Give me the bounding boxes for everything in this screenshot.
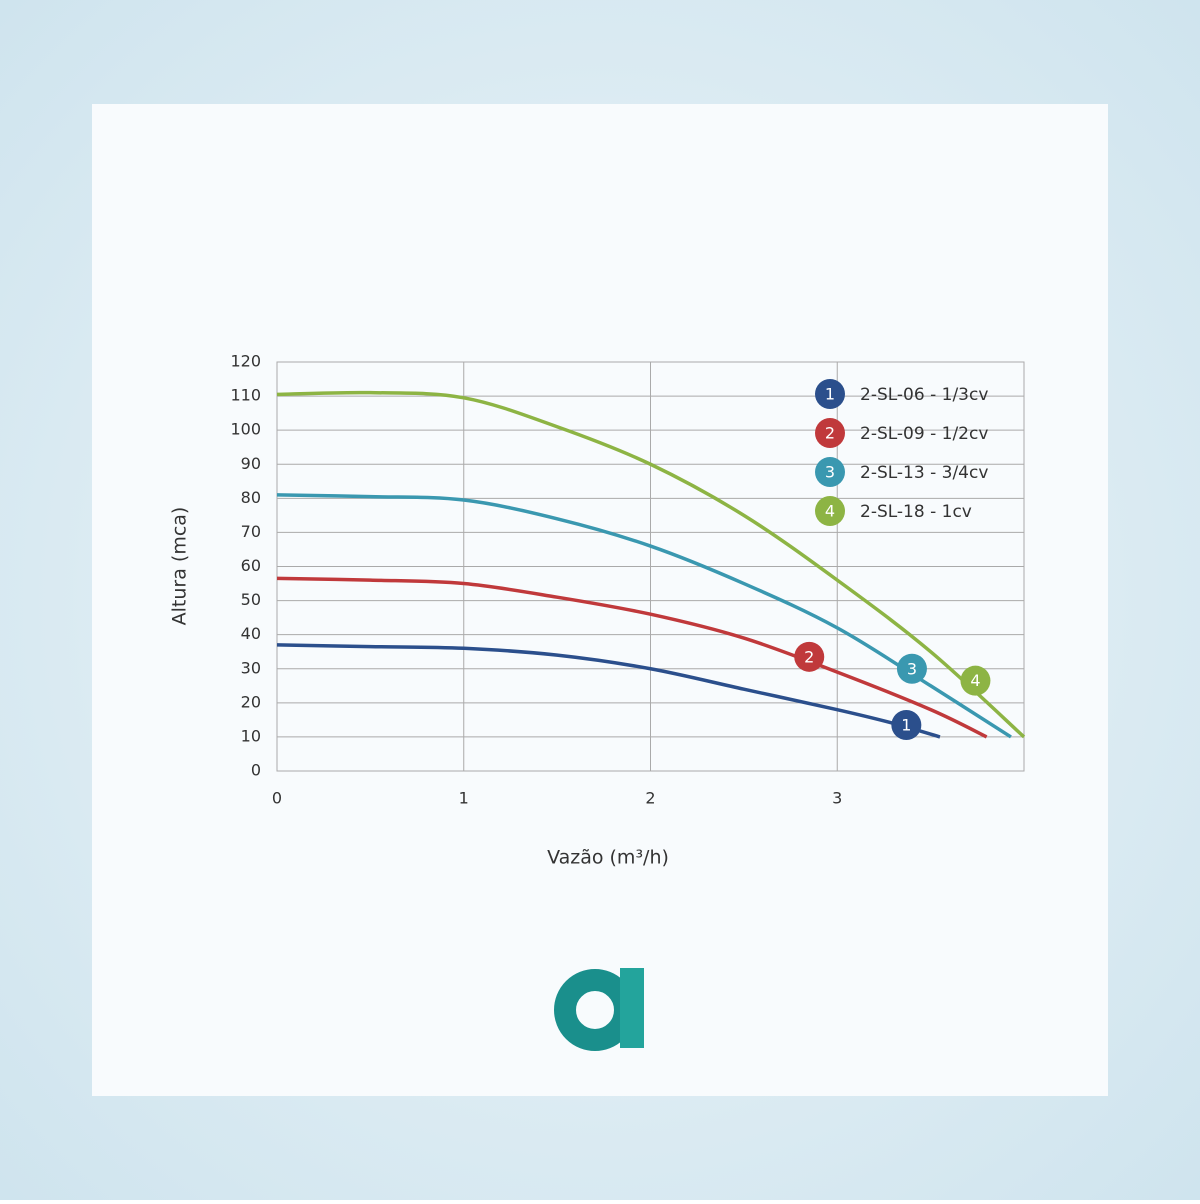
y-axis-label: Altura (mca) [169, 507, 191, 626]
y-tick-label: 90 [241, 454, 261, 473]
legend-badge-label: 1 [825, 385, 835, 404]
y-tick-label: 40 [241, 624, 261, 643]
legend-label: 2-SL-09 - 1/2cv [860, 424, 988, 444]
y-tick-label: 80 [241, 488, 261, 507]
legend-badge [815, 418, 845, 448]
series-line [276, 390, 1026, 739]
y-tick-label: 50 [241, 590, 261, 609]
curve-badge [891, 709, 922, 740]
x-tick-label: 2 [645, 789, 655, 808]
curve-badge [896, 653, 927, 684]
y-tick-label: 10 [241, 726, 261, 745]
y-tick-label: 20 [241, 692, 261, 711]
series-line [276, 576, 988, 739]
legend-badge [815, 457, 845, 487]
x-axis-label: Vazão (m³/h) [547, 847, 669, 869]
y-tick-label: 110 [230, 386, 261, 405]
legend-badge-label: 4 [825, 502, 835, 521]
y-tick-label: 70 [241, 522, 261, 541]
legend-badge [815, 496, 845, 526]
logo-bar [620, 968, 644, 1048]
legend-badge-label: 2 [825, 424, 835, 443]
curve-badge-label: 3 [907, 659, 917, 678]
logo [554, 968, 644, 1051]
y-tick-label: 60 [241, 556, 261, 575]
legend-badge-label: 3 [825, 463, 835, 482]
curve-badge-label: 2 [804, 647, 814, 666]
curve-badge-label: 1 [901, 715, 911, 734]
x-tick-label: 0 [272, 789, 282, 808]
legend-badge [815, 379, 845, 409]
y-tick-label: 100 [230, 420, 261, 439]
x-tick-label: 3 [832, 789, 842, 808]
curve-badge [794, 641, 825, 672]
series-line [276, 643, 941, 739]
y-tick-label: 0 [251, 761, 261, 780]
plot: 0 10 20 30 40 50 60 70 80 90 100 110 120 0 1 2 3 1 1 2-SL-0… [230, 352, 1026, 808]
legend-label: 2-SL-18 - 1cv [860, 502, 972, 522]
x-tick-label: 1 [459, 789, 469, 808]
legend-label: 2-SL-06 - 1/3cv [860, 385, 988, 405]
curve-badge-label: 4 [970, 671, 980, 690]
y-tick-label: 120 [230, 352, 261, 371]
card [92, 104, 1108, 1096]
y-tick-label: 30 [241, 658, 261, 677]
legend-label: 2-SL-13 - 3/4cv [860, 463, 988, 483]
curve-badge [960, 665, 991, 696]
